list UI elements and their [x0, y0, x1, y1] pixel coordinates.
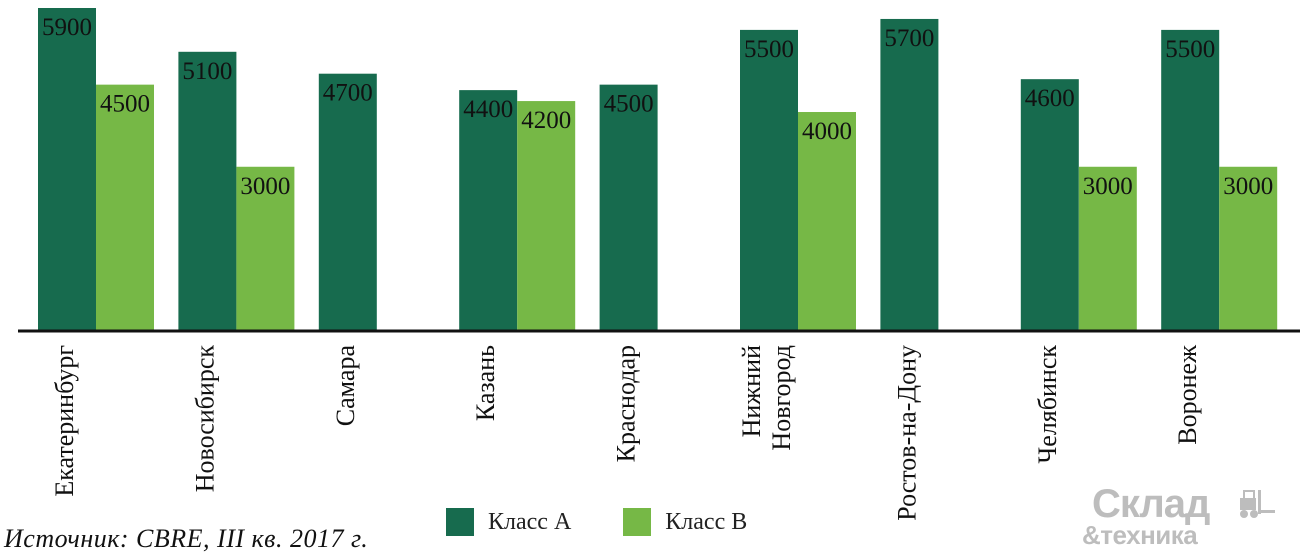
- logo-main-text: Склад: [1092, 482, 1210, 526]
- publisher-logo: Склад &техника: [1072, 482, 1292, 550]
- category-label: Новгород: [767, 345, 796, 451]
- chart-legend: Класс А Класс В: [446, 508, 799, 536]
- legend-label-class-b: Класс В: [665, 508, 748, 535]
- bar-value-label: 4000: [802, 118, 852, 145]
- bar-class-a: [178, 51, 237, 332]
- bar-value-label: 5900: [42, 14, 92, 41]
- legend-label-class-a: Класс А: [488, 508, 572, 535]
- bar-class-a: [1161, 29, 1220, 331]
- bar-value-label: 3000: [240, 173, 290, 200]
- category-label: Новосибирск: [190, 345, 219, 493]
- source-note: Источник: CBRE, III кв. 2017 г.: [4, 524, 369, 553]
- category-label: Челябинск: [1033, 345, 1062, 464]
- bar-class-b: [1219, 166, 1278, 331]
- bar-class-a: [599, 84, 658, 331]
- bar-class-b: [798, 112, 856, 331]
- category-label: Екатеринбург: [50, 345, 79, 497]
- category-label: Казань: [471, 345, 500, 421]
- bar-value-label: 3000: [1083, 173, 1133, 200]
- category-label: Воронеж: [1173, 344, 1202, 445]
- bar-class-a: [740, 29, 798, 331]
- bar-class-a: [880, 18, 939, 331]
- category-label: Краснодар: [612, 345, 641, 462]
- forklift-icon: [1240, 490, 1275, 518]
- bar-value-label: 4400: [463, 96, 513, 123]
- bar-class-a: [1020, 79, 1079, 331]
- category-label: Ростов-на-Дону: [892, 345, 921, 521]
- legend-item-class-a: Класс А: [446, 508, 571, 536]
- bar-class-a: [318, 73, 377, 331]
- bar-class-b: [236, 166, 295, 331]
- bar-value-label: 5500: [744, 36, 794, 63]
- bar-value-label: 5700: [884, 25, 934, 52]
- category-label: Самара: [331, 345, 360, 427]
- legend-swatch-class-b: [623, 508, 652, 536]
- bar-value-label: 4500: [604, 91, 654, 118]
- bar-class-b: [96, 84, 154, 331]
- bar-class-b: [517, 101, 576, 331]
- bar-class-a: [38, 8, 96, 331]
- bar-class-a: [459, 90, 518, 331]
- bar-value-label: 3000: [1223, 173, 1273, 200]
- bar-class-b: [1078, 166, 1137, 331]
- bar-value-label: 4200: [521, 107, 571, 134]
- legend-swatch-class-a: [446, 508, 474, 536]
- bar-value-label: 4600: [1025, 85, 1075, 112]
- bar-value-label: 4500: [100, 91, 150, 118]
- legend-item-class-b: Класс В: [623, 508, 747, 536]
- bar-value-label: 5100: [182, 58, 232, 85]
- bar-value-label: 4700: [323, 80, 373, 107]
- bar-value-label: 5500: [1165, 36, 1215, 63]
- logo-sub-text: &техника: [1082, 520, 1198, 550]
- category-label: Нижний: [737, 345, 766, 437]
